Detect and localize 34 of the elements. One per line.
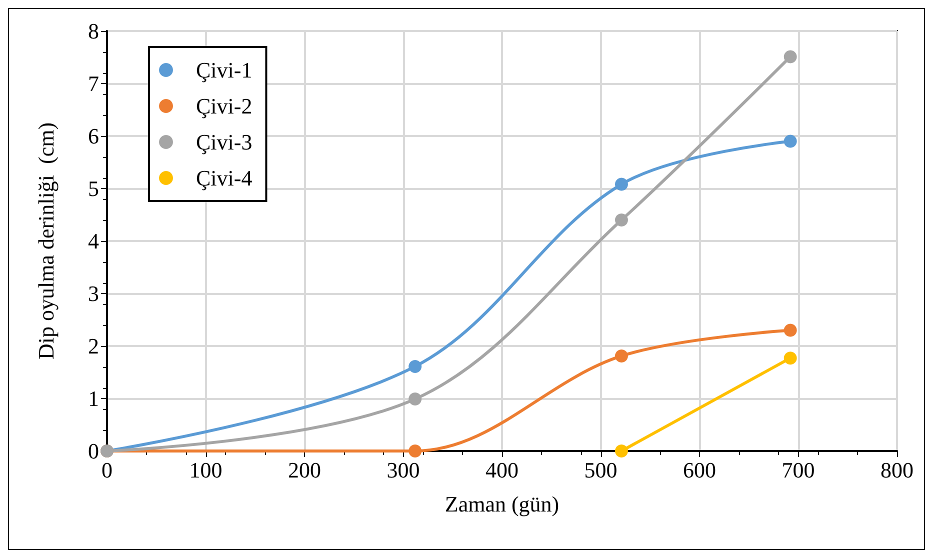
y-tick-label: 4	[88, 228, 99, 254]
x-tick-label: 800	[880, 458, 914, 482]
x-tick-label: 100	[189, 458, 222, 482]
x-tick-label: 400	[486, 458, 518, 482]
x-tick-label: 500	[584, 458, 618, 482]
legend-label: Çivi-3	[196, 130, 252, 154]
point	[784, 134, 797, 148]
point	[408, 360, 422, 373]
point	[784, 324, 797, 337]
y-tick-label: 2	[88, 334, 99, 358]
point	[408, 444, 422, 458]
point	[784, 50, 797, 64]
y-tick-label: 0	[88, 438, 99, 464]
x-tick-label: 600	[683, 458, 716, 482]
x-tick-label: 200	[288, 458, 321, 482]
y-tick-label: 8	[88, 18, 99, 44]
point	[408, 392, 422, 406]
y-tick-label: 3	[88, 281, 99, 306]
point	[615, 349, 628, 362]
point	[615, 178, 628, 191]
y-axis-title: Dip oyulma derinliği (cm)	[34, 122, 58, 360]
legend-label: Çivi-2	[196, 94, 252, 118]
legend-label: Çivi-4	[196, 166, 252, 190]
point	[784, 352, 797, 365]
y-tick-label: 5	[88, 176, 99, 201]
x-axis-title: Zaman (gün)	[444, 492, 560, 516]
x-tick-label: 700	[782, 458, 815, 482]
legend-label: Çivi-1	[196, 58, 252, 82]
point	[615, 444, 628, 458]
y-tick-label: 6	[88, 124, 99, 148]
x-tick-label: 300	[386, 458, 420, 482]
y-tick-label: 7	[88, 71, 99, 96]
y-tick-label: 1	[88, 386, 99, 411]
point	[615, 214, 628, 226]
